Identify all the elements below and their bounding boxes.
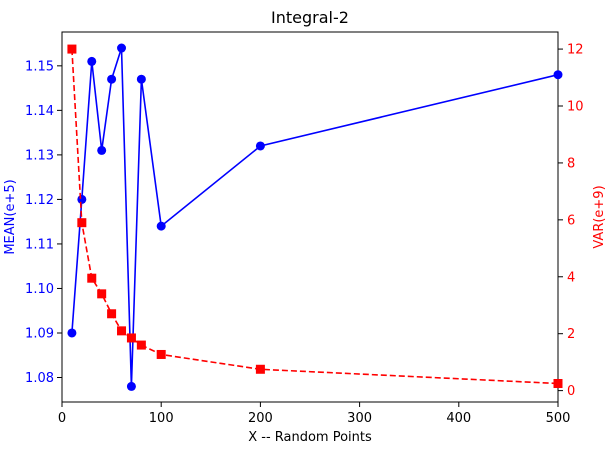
x-tick-label: 400 — [446, 411, 471, 426]
chart-title: Integral-2 — [271, 8, 349, 27]
y-axis-left: 1.08 1.09 1.10 1.11 1.12 1.13 1.14 1.15 — [25, 59, 62, 386]
series-1-point — [126, 333, 136, 343]
series-0-point — [107, 74, 117, 84]
y-axis-right-label: VAR(e+9) — [592, 185, 607, 248]
series-layer — [67, 43, 563, 391]
y-left-tick-label: 1.15 — [25, 59, 54, 74]
x-axis-label: X -- Random Points — [248, 430, 372, 445]
series-0-point — [97, 145, 107, 155]
series-0-point — [67, 328, 77, 338]
series-1-point — [117, 326, 127, 336]
x-tick-label: 300 — [347, 411, 372, 426]
x-tick-label: 500 — [546, 411, 571, 426]
y-right-tick-label: 2 — [567, 327, 575, 342]
plot-frame — [61, 31, 559, 403]
series-1-point — [156, 349, 166, 359]
x-tick-label: 200 — [248, 411, 273, 426]
series-0-point — [156, 221, 166, 231]
y-axis-right: 0 2 4 6 8 10 12 — [558, 43, 584, 399]
y-left-tick-label: 1.12 — [25, 193, 54, 208]
x-axis: 0 100 200 300 400 500 — [58, 402, 571, 426]
series-1-point — [87, 273, 97, 283]
series-0-point — [553, 70, 563, 80]
y-right-tick-label: 12 — [567, 43, 584, 58]
y-left-tick-label: 1.11 — [25, 237, 54, 252]
series-0-point — [117, 43, 127, 53]
y-left-tick-label: 1.10 — [25, 282, 54, 297]
y-left-tick-label: 1.09 — [25, 326, 54, 341]
series-1-point — [136, 340, 146, 350]
series-1-point — [553, 379, 563, 388]
series-1-point — [67, 44, 77, 54]
series-0-point — [136, 74, 146, 84]
series-0-point — [126, 381, 136, 391]
y-right-tick-label: 8 — [567, 156, 575, 171]
y-right-tick-label: 6 — [567, 213, 575, 228]
x-tick-label: 100 — [149, 411, 174, 426]
x-tick-label: 0 — [58, 411, 66, 426]
y-right-tick-label: 0 — [567, 384, 575, 399]
series-0-point — [255, 141, 265, 151]
y-left-tick-label: 1.08 — [25, 371, 54, 386]
y-axis-left-label: MEAN(e+5) — [3, 179, 18, 254]
y-left-tick-label: 1.14 — [25, 104, 54, 119]
y-right-tick-label: 4 — [567, 270, 575, 285]
series-1-point — [255, 364, 265, 374]
series-1-point — [77, 218, 87, 228]
series-0-point — [87, 56, 97, 66]
series-0-point — [77, 194, 87, 204]
series-1-point — [107, 309, 117, 319]
y-left-tick-label: 1.13 — [25, 148, 54, 163]
series-1-point — [97, 289, 107, 299]
y-right-tick-label: 10 — [567, 100, 584, 115]
